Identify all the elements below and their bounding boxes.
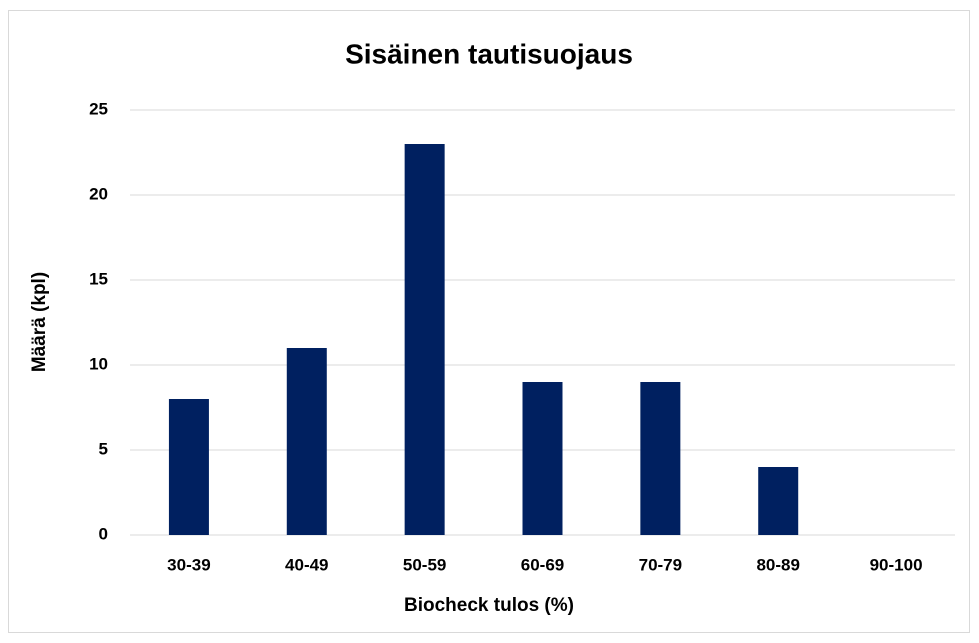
- bar: [758, 467, 799, 535]
- y-tick-label: 5: [99, 439, 108, 458]
- y-tick-label: 10: [89, 354, 108, 373]
- x-tick-label: 80-89: [756, 555, 799, 574]
- x-tick-label: 30-39: [167, 555, 210, 574]
- bar: [522, 382, 563, 535]
- chart-border: [8, 10, 970, 633]
- bar: [168, 399, 209, 535]
- chart-title: Sisäinen tautisuojaus: [345, 38, 633, 69]
- x-tick-label: 60-69: [521, 555, 564, 574]
- y-tick-label: 20: [89, 184, 108, 203]
- bar: [286, 348, 327, 535]
- y-tick-label: 25: [89, 99, 108, 118]
- x-tick-label: 70-79: [639, 555, 682, 574]
- bar: [640, 382, 681, 535]
- y-tick-label: 0: [99, 524, 108, 543]
- x-axis-label: Biocheck tulos (%): [404, 595, 574, 616]
- y-tick-label: 15: [89, 269, 108, 288]
- x-tick-label: 50-59: [403, 555, 446, 574]
- y-axis-label: Määrä (kpl): [29, 272, 50, 372]
- bar: [404, 144, 445, 535]
- x-tick-label: 90-100: [870, 555, 923, 574]
- x-tick-label: 40-49: [285, 555, 328, 574]
